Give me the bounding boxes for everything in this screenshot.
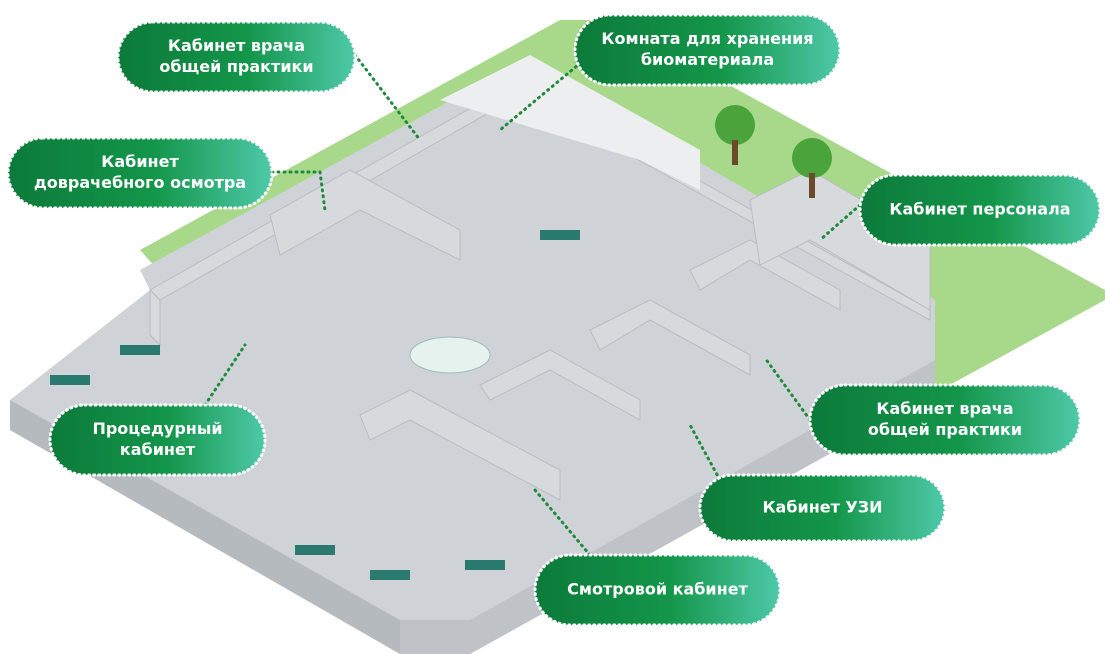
label-text: общей практики [159,57,313,76]
label-pill: Комната для хранения биоматериала [575,15,840,85]
label-text: Кабинет персонала [889,200,1070,219]
label-text: Комната для хранения [601,29,813,48]
label-text: доврачебного осмотра [34,173,246,192]
label-text: Кабинет врача [876,399,1013,418]
label-pill: Кабинет врача общей практики [118,22,355,92]
label-text: Смотровой кабинет [567,580,748,599]
label-pill: Процедурный кабинет [50,405,265,475]
label-text: Кабинет [101,152,179,171]
clinic-diagram: Кабинет врача общей практики Комната для х… [0,0,1105,654]
label-pill: Кабинет врача общей практики [810,385,1080,455]
label-text: Кабинет УЗИ [762,498,882,517]
label-text: кабинет [120,440,196,459]
label-pill: Кабинет доврачебного осмотра [8,138,272,208]
label-pill: Смотровой кабинет [535,555,780,625]
label-text: Процедурный [92,419,222,438]
label-text: биоматериала [641,50,774,69]
label-text: общей практики [868,420,1022,439]
label-pill: Кабинет персонала [860,175,1100,245]
label-pill: Кабинет УЗИ [700,475,945,541]
label-text: Кабинет врача [168,36,305,55]
